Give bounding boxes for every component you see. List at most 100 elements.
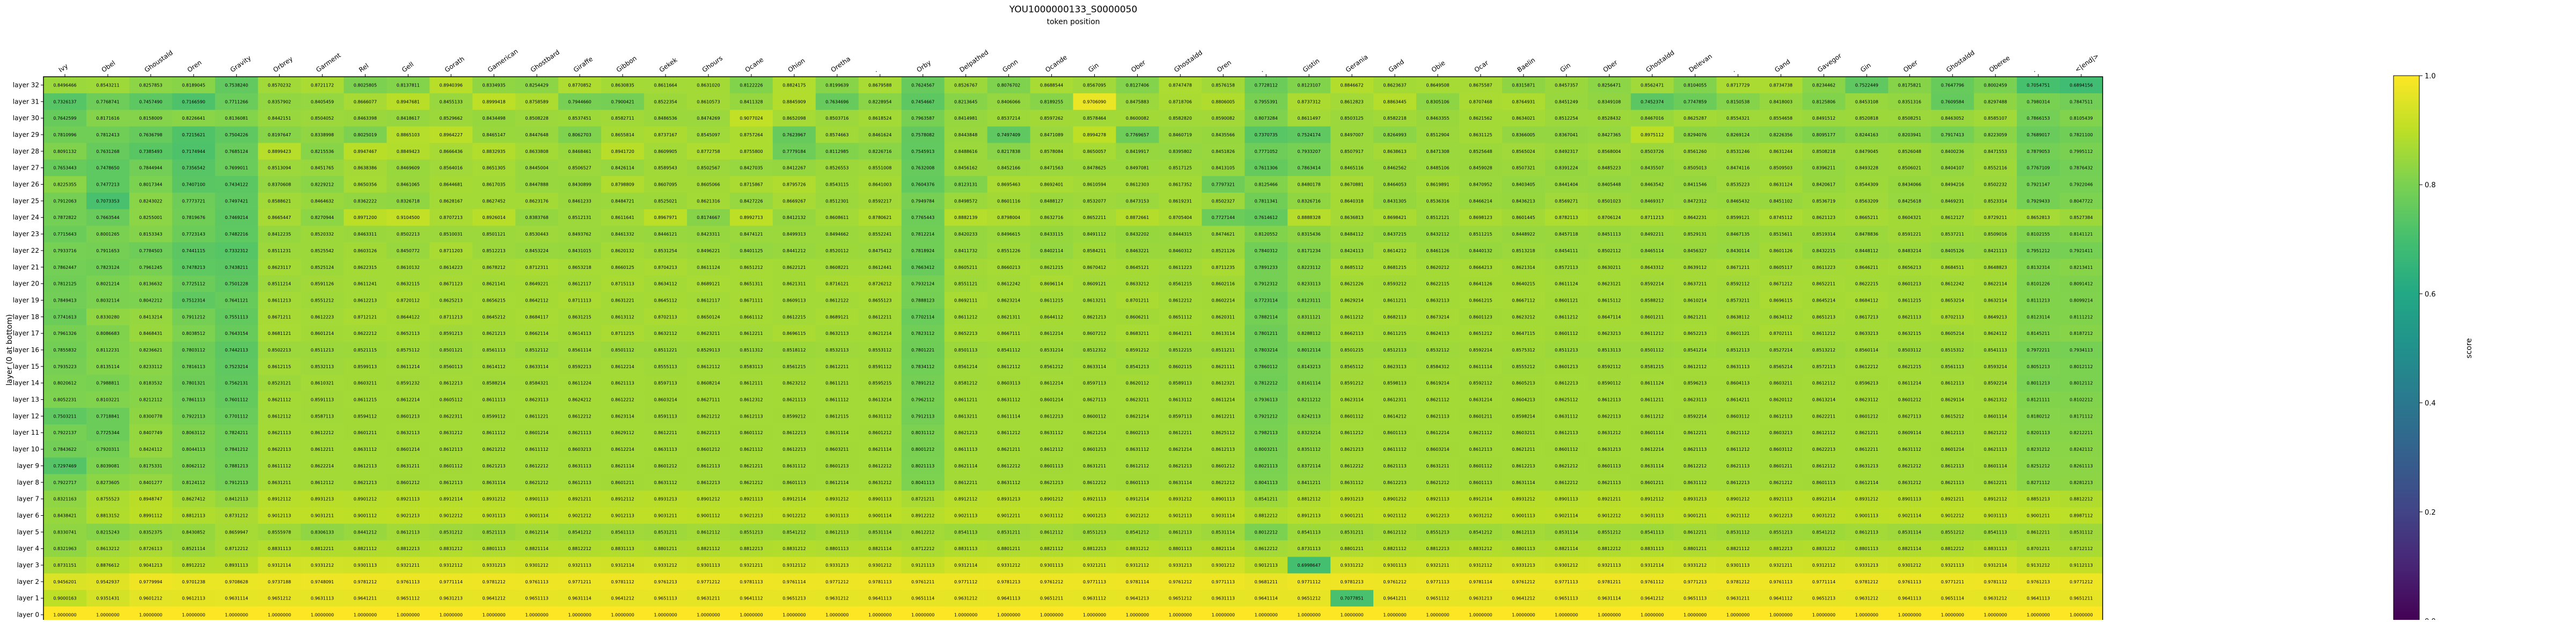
heatmap-cell	[1330, 176, 1374, 193]
y-tick-label: layer 12	[13, 412, 39, 420]
heatmap-cell	[1245, 192, 1288, 210]
y-tick-label: layer 24	[13, 214, 39, 221]
cell-value-label: 0.8213411	[2069, 265, 2092, 270]
cell-value-label: 0.7631268	[96, 149, 119, 154]
heatmap-cell	[472, 159, 516, 177]
cell-value-label: 0.7054751	[2026, 83, 2050, 87]
cell-value-label: 0.8611112	[825, 398, 848, 403]
cell-value-label: 0.8601214	[311, 331, 334, 336]
cell-value-label: 0.7497421	[225, 199, 248, 203]
cell-value-label: 0.8578464	[1083, 116, 1106, 121]
cell-value-label: 0.8541113	[1641, 530, 1664, 535]
colorbar	[2393, 75, 2420, 621]
x-tick-label: Ghostaldd	[1945, 49, 1976, 74]
cell-value-label: 0.8613214	[868, 398, 891, 403]
cell-value-label: 0.8612112	[1040, 447, 1063, 452]
cell-value-label: 0.8536719	[1812, 199, 1835, 203]
y-tick-label: layer 5	[17, 528, 39, 536]
cell-value-label: 0.8715867	[740, 182, 763, 187]
cell-value-label: 0.8443848	[954, 133, 977, 137]
cell-value-label: 0.8609113	[782, 298, 806, 303]
heatmap-cell	[86, 143, 130, 160]
y-tick-label: layer 28	[13, 148, 39, 155]
cell-value-label: 0.8525021	[654, 199, 677, 203]
cell-value-label: 0.8912112	[268, 497, 291, 502]
cell-value-label: 0.8605213	[1512, 381, 1535, 386]
heatmap-cell	[772, 93, 816, 111]
cell-value-label: 0.8621112	[268, 398, 291, 403]
cell-value-label: 0.8424113	[1340, 248, 1363, 253]
cell-value-label: 0.8612212	[525, 464, 548, 469]
cell-value-label: 0.8411211	[1298, 480, 1321, 485]
cell-value-label: 0.8612213	[354, 298, 377, 303]
heatmap-cell	[558, 225, 602, 243]
cell-value-label: 0.8508218	[1812, 149, 1835, 154]
cell-value-label: 0.8583113	[740, 364, 763, 369]
cell-value-label: 0.9641113	[868, 596, 891, 601]
cell-value-label: 0.8612213	[1512, 464, 1535, 469]
cell-value-label: 0.8619891	[1426, 182, 1449, 187]
cell-value-label: 0.8021214	[96, 282, 119, 287]
cell-value-label: 0.8197647	[268, 133, 291, 137]
heatmap-cell	[944, 77, 988, 94]
cell-value-label: 0.9631211	[697, 596, 720, 601]
cell-value-label: 0.8601114	[1984, 414, 2007, 419]
cell-value-label: 0.7963587	[911, 116, 934, 121]
cell-value-label: 0.8281213	[2069, 480, 2092, 485]
cell-value-label: 0.8521114	[182, 546, 205, 551]
cell-value-label: 0.8463398	[354, 116, 377, 121]
heatmap-cell	[86, 93, 130, 111]
cell-value-label: 0.8499313	[782, 232, 806, 237]
cell-value-label: 0.8612212	[911, 530, 934, 535]
cell-value-label: 0.8471563	[1040, 166, 1063, 171]
heatmap-cell	[515, 126, 559, 143]
cell-value-label: 0.8602214	[1212, 298, 1235, 303]
heatmap-cell	[43, 159, 87, 177]
cell-value-label: 0.7810996	[53, 133, 76, 137]
cell-value-label: 0.8519314	[1812, 232, 1835, 237]
cell-value-label: 0.8821112	[1383, 546, 1406, 551]
x-tick-label: Ivy	[57, 62, 70, 74]
cell-value-label: 0.8552116	[1984, 166, 2007, 171]
cell-value-label: 0.8625287	[1684, 116, 1707, 121]
heatmap-cell	[1888, 109, 1931, 127]
cell-value-label: 0.8601123	[1469, 314, 1492, 319]
cell-value-label: 1.0000000	[1855, 613, 1878, 618]
heatmap-cell	[987, 109, 1030, 127]
colorbar-label: score	[2465, 338, 2473, 358]
cell-value-label: 0.9651212	[268, 596, 291, 601]
heatmap-cell	[301, 77, 344, 94]
cell-value-label: 0.8143213	[1298, 364, 1321, 369]
heatmap-cell	[901, 109, 945, 127]
cell-value-label: 0.8145211	[2026, 331, 2050, 336]
cell-value-label: 0.8125466	[1255, 182, 1278, 187]
y-tick-label: layer 32	[13, 81, 39, 89]
heatmap-cell	[2060, 176, 2103, 193]
cell-value-label: 0.8633213	[1855, 331, 1878, 336]
cell-value-label: 1.0000000	[782, 613, 806, 618]
heatmap-cell	[772, 159, 816, 177]
cell-value-label: 0.8611212	[1555, 314, 1578, 319]
cell-value-label: 0.7801221	[911, 348, 934, 353]
cell-value-label: 0.8532112	[1426, 348, 1449, 353]
cell-value-label: 0.7601112	[225, 398, 248, 403]
cell-value-label: 0.8465116	[1340, 166, 1363, 171]
cell-value-label: 0.8711213	[1641, 215, 1664, 220]
cell-value-label: 0.8671212	[1769, 282, 1792, 287]
cell-value-label: 0.9706090	[1083, 99, 1106, 104]
cell-value-label: 1.0000000	[2069, 613, 2092, 618]
cell-value-label: 0.8518112	[782, 348, 806, 353]
cell-value-label: 0.7727144	[1212, 215, 1235, 220]
heatmap-cell	[258, 176, 302, 193]
cell-value-label: 0.8527384	[2069, 215, 2092, 220]
cell-value-label: 0.8441404	[1555, 182, 1578, 187]
cell-value-label: 0.8623113	[1684, 398, 1707, 403]
heatmap-cell	[944, 176, 988, 193]
cell-value-label: 0.9771114	[440, 580, 463, 584]
cell-value-label: 0.8901212	[354, 497, 377, 502]
heatmap-cell	[129, 77, 173, 94]
cell-value-label: 0.8821112	[1726, 546, 1750, 551]
heatmap-cell	[1716, 143, 1760, 160]
heatmap-cell	[644, 159, 687, 177]
cell-value-label: 0.8698123	[1469, 215, 1492, 220]
